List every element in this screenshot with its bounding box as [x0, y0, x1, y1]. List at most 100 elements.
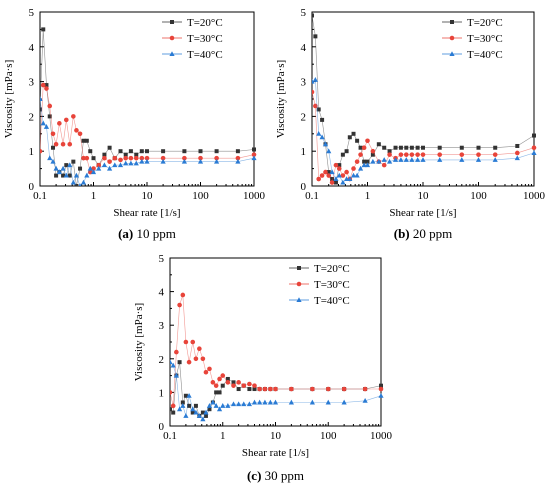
data-point-2 [117, 162, 124, 168]
data-point-2 [220, 403, 226, 408]
data-point-2 [144, 158, 150, 164]
data-point-0 [134, 152, 139, 157]
data-point-0 [107, 145, 112, 150]
data-point-1 [63, 117, 69, 123]
data-point-0 [404, 145, 409, 150]
data-point-2 [123, 160, 129, 166]
data-point-1 [193, 356, 199, 362]
y-tick-label: 0 [29, 181, 35, 193]
data-point-2 [213, 403, 219, 408]
data-point-1 [236, 380, 241, 385]
data-point-0 [161, 149, 166, 154]
data-point-0 [203, 413, 208, 418]
x-tick-label: 10 [418, 190, 430, 202]
data-point-1 [333, 162, 339, 168]
data-point-0 [515, 143, 520, 148]
data-point-0 [362, 159, 367, 164]
data-point-2 [409, 157, 415, 162]
data-point-1 [378, 386, 384, 392]
data-point-2 [241, 401, 247, 407]
data-point-0 [193, 403, 198, 408]
data-point-0 [316, 107, 321, 112]
data-point-0 [187, 403, 192, 408]
data-point-1 [81, 155, 86, 161]
data-point-2 [87, 165, 93, 171]
data-point-2 [420, 157, 426, 162]
data-point-2 [312, 77, 318, 82]
x-tick-label: 10 [270, 430, 282, 442]
data-point-0 [44, 83, 49, 88]
data-point-1 [241, 383, 247, 388]
y-tick-label: 3 [301, 77, 307, 89]
data-point-0 [54, 173, 59, 178]
data-point-1 [160, 155, 166, 161]
data-point-1 [340, 173, 346, 178]
data-point-2 [354, 172, 360, 178]
data-point-1 [225, 380, 231, 385]
data-point-1 [170, 403, 176, 409]
series-line-2 [312, 79, 535, 183]
data-point-2 [329, 169, 335, 175]
data-point-0 [376, 142, 381, 147]
caption-text: 20 ppm [410, 226, 453, 241]
data-point-0 [198, 149, 203, 154]
x-tick-label: 1 [220, 430, 226, 442]
data-point-0 [177, 360, 182, 365]
data-point-1 [107, 159, 112, 164]
data-point-1 [214, 155, 219, 161]
data-point-1 [217, 376, 222, 382]
data-point-0 [382, 145, 387, 150]
x-tick-label: 100 [320, 430, 337, 442]
data-point-1 [268, 386, 273, 392]
data-point-1 [459, 152, 465, 157]
data-point-1 [197, 346, 202, 352]
data-point-0 [61, 173, 66, 178]
data-point-0 [340, 152, 345, 157]
data-point-2 [381, 157, 387, 162]
data-point-1 [492, 152, 498, 157]
data-point-0 [333, 180, 338, 185]
y-tick-label: 2 [159, 354, 165, 366]
data-point-2 [80, 179, 87, 185]
legend-marker [169, 35, 175, 41]
legend-label: T=40°C [314, 295, 350, 307]
y-tick-label: 4 [29, 42, 35, 54]
series-line-2 [40, 98, 255, 186]
data-point-0 [252, 147, 256, 152]
data-point-1 [370, 148, 376, 154]
data-point-1 [354, 159, 360, 164]
data-point-0 [320, 117, 325, 122]
data-point-0 [235, 149, 240, 154]
data-point-1 [118, 157, 123, 163]
x-tick-label: 1000 [523, 190, 546, 202]
data-point-2 [84, 172, 90, 178]
y-tick-label: 0 [159, 421, 165, 433]
data-point-2 [347, 176, 353, 182]
data-point-1 [182, 155, 187, 161]
data-point-1 [60, 141, 66, 147]
data-point-2 [73, 172, 80, 178]
data-point-0 [84, 138, 89, 143]
data-point-0 [344, 149, 349, 154]
x-tick-label: 0.1 [163, 430, 177, 442]
y-tick-label: 1 [301, 146, 307, 158]
data-point-0 [459, 145, 464, 150]
data-point-2 [362, 398, 368, 403]
data-point-2 [235, 158, 241, 164]
data-point-1 [144, 155, 150, 161]
data-point-0 [217, 390, 222, 395]
data-point-2 [210, 399, 216, 405]
data-point-0 [64, 163, 69, 168]
y-tick-label: 1 [159, 387, 165, 399]
data-point-1 [203, 369, 209, 375]
data-point-1 [102, 155, 107, 161]
data-point-0 [180, 400, 185, 405]
data-point-2 [322, 141, 329, 147]
data-point-2 [257, 399, 263, 405]
data-point-0 [170, 407, 172, 412]
data-layer [170, 292, 384, 422]
data-point-0 [347, 135, 352, 140]
data-point-0 [118, 149, 123, 154]
legend-label: T=30°C [187, 33, 223, 45]
